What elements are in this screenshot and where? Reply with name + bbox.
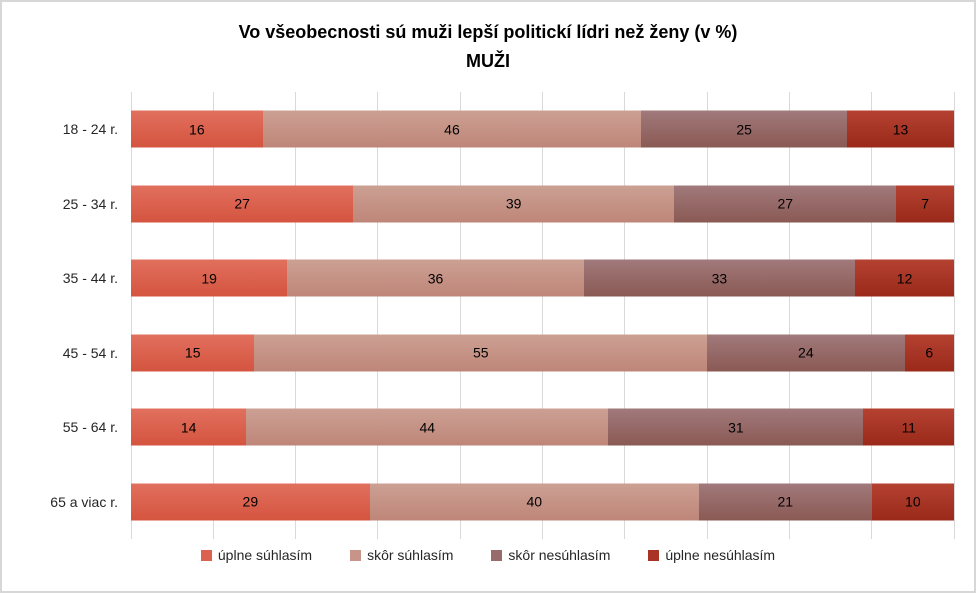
- bar-segment: 31: [608, 408, 864, 446]
- data-label: 25: [736, 121, 752, 138]
- stacked-bar: 27 39 27 7: [131, 185, 954, 223]
- gridline: [212, 92, 214, 539]
- category-label: 55 - 64 r.: [62, 419, 118, 436]
- gridline: [377, 92, 379, 539]
- data-label: 15: [184, 344, 201, 361]
- gridline: [542, 92, 543, 539]
- bar-segment: 21: [698, 483, 872, 521]
- gridline: [871, 92, 873, 539]
- bar-segment: 15: [131, 334, 255, 372]
- gridline: [624, 92, 626, 539]
- bars-layer: 16 46 25 13 27 39 27 7 19 36 33 12 15 55 24 6 14 44 31 11 29…: [131, 92, 954, 539]
- data-label: 36: [427, 270, 444, 287]
- stacked-bar: 16 46 25 13: [131, 110, 954, 148]
- bar-segment: 16: [131, 110, 263, 148]
- category-label: 35 - 44 r.: [62, 270, 118, 287]
- legend-label: úplne súhlasím: [217, 547, 313, 563]
- data-label: 24: [798, 344, 814, 361]
- data-label: 55: [472, 344, 489, 361]
- data-label: 29: [242, 493, 259, 510]
- gridline: [459, 92, 461, 539]
- data-label: 46: [444, 121, 460, 138]
- bar-row: 14 44 31 11: [131, 390, 954, 465]
- bar-segment: 14: [131, 408, 247, 446]
- data-label: 11: [901, 419, 916, 436]
- data-label: 12: [896, 270, 913, 287]
- bar-segment: 19: [131, 259, 288, 297]
- data-label: 13: [892, 121, 909, 138]
- bar-segment: 27: [674, 185, 897, 223]
- bar-row: 27 39 27 7: [131, 167, 954, 242]
- data-label: 16: [189, 121, 205, 138]
- category-label: 25 - 34 r.: [62, 195, 118, 212]
- legend-swatch: [648, 549, 660, 561]
- legend-item: úplne nesúhlasím: [648, 547, 775, 563]
- gridline: [295, 92, 297, 539]
- bar-segment: 44: [246, 408, 609, 446]
- bar-segment: 39: [353, 185, 675, 223]
- bar-segment: 7: [896, 185, 954, 223]
- bar-segment: 13: [847, 110, 954, 148]
- bar-segment: 12: [855, 259, 954, 297]
- bar-segment: 25: [641, 110, 847, 148]
- bar-segment: 29: [131, 483, 370, 521]
- data-label: 6: [925, 344, 934, 361]
- data-label: 10: [905, 493, 921, 510]
- chart-title-block: Vo všeobecnosti sú muži lepší politickí …: [2, 18, 974, 76]
- data-label: 40: [526, 493, 543, 510]
- bar-segment: 27: [131, 185, 354, 223]
- bar-segment: 36: [287, 259, 584, 297]
- bar-segment: 24: [707, 334, 905, 372]
- data-label: 27: [777, 195, 794, 212]
- bar-row: 19 36 33 12: [131, 241, 954, 316]
- gridline: [788, 92, 790, 539]
- bar-segment: 33: [583, 259, 856, 297]
- data-label: 21: [777, 493, 794, 510]
- gridline: [130, 92, 132, 539]
- bar-segment: 55: [254, 334, 708, 372]
- data-label: 33: [711, 270, 728, 287]
- plot-area: 16 46 25 13 27 39 27 7 19 36 33 12 15 55 24 6 14 44 31 11 29…: [130, 92, 955, 539]
- legend-item: skôr nesúhlasím: [491, 547, 610, 563]
- data-label: 44: [419, 419, 436, 436]
- category-axis: 18 - 24 r. 25 - 34 r. 35 - 44 r. 45 - 54 r.…: [2, 92, 118, 539]
- stacked-bar: 29 40 21 10: [131, 483, 954, 521]
- data-label: 31: [728, 419, 744, 436]
- category-label: 45 - 54 r.: [62, 344, 118, 361]
- data-label: 19: [201, 270, 217, 287]
- gridline: [706, 92, 708, 539]
- bar-segment: 6: [904, 334, 954, 372]
- bar-segment: 10: [871, 483, 954, 521]
- gridline: [953, 92, 955, 539]
- legend: úplne súhlasím skôr súhlasím skôr nesúhlas…: [2, 547, 974, 563]
- category-label: 65 a viac r.: [50, 493, 118, 510]
- bar-row: 29 40 21 10: [131, 465, 954, 540]
- stacked-bar: 14 44 31 11: [131, 408, 954, 446]
- legend-item: úplne súhlasím: [200, 547, 313, 563]
- legend-swatch: [200, 549, 212, 561]
- bar-row: 15 55 24 6: [131, 316, 954, 391]
- legend-label: úplne nesúhlasím: [665, 547, 776, 563]
- bar-segment: 46: [262, 110, 642, 148]
- legend-item: skôr súhlasím: [350, 547, 453, 563]
- bar-row: 16 46 25 13: [131, 92, 954, 167]
- stacked-bar: 19 36 33 12: [131, 259, 954, 297]
- chart-subtitle: MUŽI: [466, 51, 510, 71]
- bar-segment: 40: [369, 483, 699, 521]
- data-label: 7: [921, 195, 930, 212]
- chart-title: Vo všeobecnosti sú muži lepší politickí …: [238, 22, 738, 42]
- stacked-bar: 15 55 24 6: [131, 334, 954, 372]
- legend-label: skôr súhlasím: [367, 547, 454, 563]
- legend-swatch: [350, 549, 362, 561]
- data-label: 14: [180, 419, 197, 436]
- legend-label: skôr nesúhlasím: [508, 547, 611, 563]
- category-label: 18 - 24 r.: [62, 121, 118, 138]
- bar-segment: 11: [863, 408, 954, 446]
- data-label: 39: [505, 195, 522, 212]
- legend-swatch: [491, 549, 503, 561]
- data-label: 27: [234, 195, 250, 212]
